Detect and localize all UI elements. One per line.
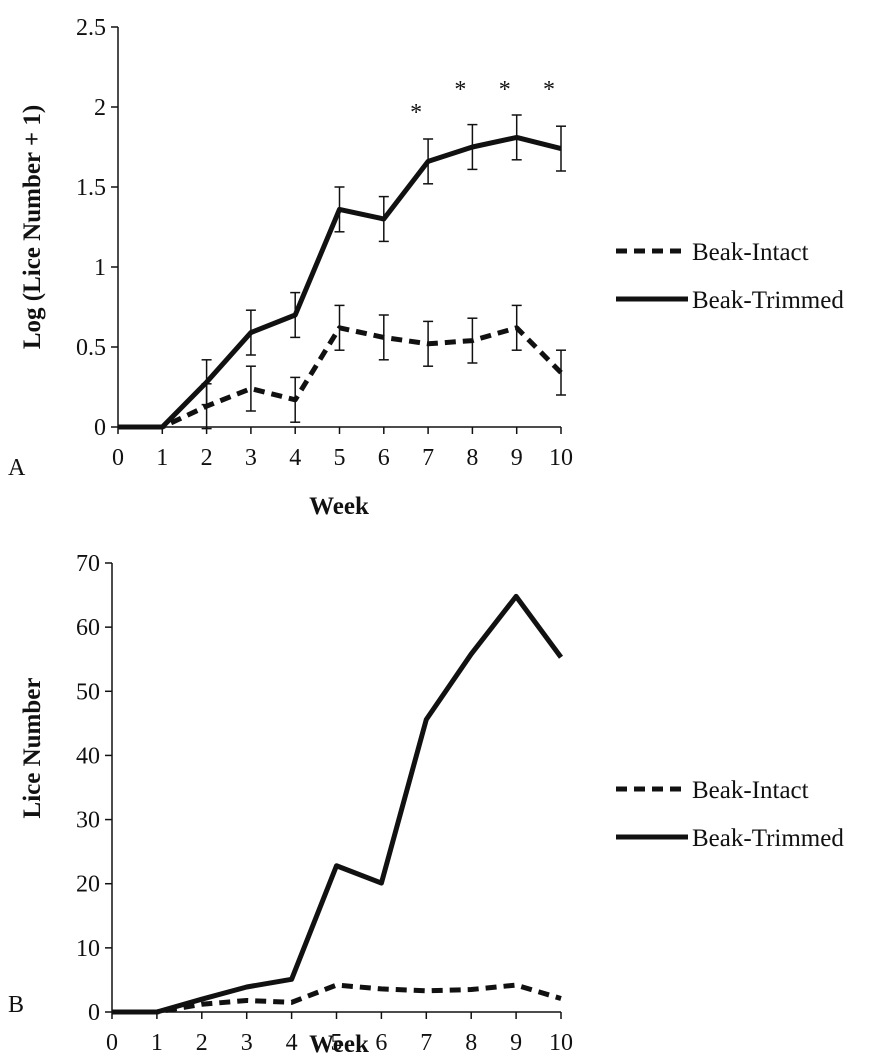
panel-a-x-tick-label: 9 <box>511 445 523 471</box>
panel-b-legend-label: Beak-Intact <box>692 777 809 804</box>
panel-b-series-beak-trimmed-line <box>112 593 564 1015</box>
panel-b-x-tick-label: 6 <box>375 1030 387 1056</box>
panel-a-x-tick-label: 7 <box>422 445 434 471</box>
panel-b-chart: Lice Number Week B 0 10 20 30 40 50 60 70 0 1 2 3 4 5… <box>8 551 844 1057</box>
panel-a-legend-label: Beak-Trimmed <box>692 287 844 314</box>
panel-b-x-tick-label: 5 <box>331 1030 343 1056</box>
panel-a-y-tick-label: 0 <box>94 415 106 441</box>
panel-a-significance-mark: * <box>410 100 422 126</box>
panel-a-x-tick-label: 2 <box>201 445 213 471</box>
panel-b-series-beak-intact-line <box>112 982 562 1015</box>
panel-b-y-axis-title: Lice Number <box>19 678 46 819</box>
panel-b-y-tick-label: 20 <box>76 872 100 898</box>
panel-a-significance-mark: * <box>454 77 466 103</box>
panel-b-x-tick-label: 0 <box>106 1030 118 1056</box>
panel-a-x-tick-label: 4 <box>289 445 301 471</box>
panel-a-significance-mark: * <box>543 77 555 103</box>
panel-b-legend-label: Beak-Trimmed <box>692 825 844 852</box>
panel-b-y-tick-label: 70 <box>76 551 100 577</box>
panel-a-x-tick-label: 0 <box>112 445 124 471</box>
panel-b-label: B <box>8 992 24 1018</box>
panel-b-y-tick-label: 50 <box>76 679 100 705</box>
panel-a-y-tick-label: 1.5 <box>76 175 106 201</box>
panel-b-y-tick-label: 40 <box>76 743 100 769</box>
panel-b-x-tick-label: 2 <box>196 1030 208 1056</box>
panel-a-legend-label: Beak-Intact <box>692 239 809 266</box>
panel-a-x-tick-label: 3 <box>245 445 257 471</box>
panel-a-x-tick-label: 1 <box>156 445 168 471</box>
panel-b-x-tick-label: 7 <box>420 1030 432 1056</box>
panel-b-y-tick-label: 10 <box>76 936 100 962</box>
panel-b-x-tick-label: 4 <box>286 1030 298 1056</box>
panel-b-x-tick-label: 1 <box>151 1030 163 1056</box>
panel-a-y-tick-label: 2.5 <box>76 15 106 41</box>
panel-a-x-tick-label: 6 <box>378 445 390 471</box>
panel-a-y-axis-title: Log (Lice Number + 1) <box>19 105 46 349</box>
panel-b-y-tick-label: 0 <box>88 1000 100 1026</box>
panel-b-x-axis-title: Week <box>309 1031 369 1057</box>
panel-a-x-tick-label: 8 <box>466 445 478 471</box>
panel-a-y-tick-label: 0.5 <box>76 335 106 361</box>
panel-a-y-tick-label: 1 <box>94 255 106 281</box>
panel-a-series-beak-trimmed-line <box>118 134 562 430</box>
panel-a-significance-mark: * <box>499 77 511 103</box>
panel-b-x-tick-label: 9 <box>510 1030 522 1056</box>
panel-b-y-tick-label: 30 <box>76 808 100 834</box>
panel-b-x-tick-label: 3 <box>241 1030 253 1056</box>
panel-a-label: A <box>8 455 26 481</box>
panel-b-x-tick-label: 10 <box>549 1030 573 1056</box>
panel-a-y-tick-label: 2 <box>94 95 106 121</box>
panel-b-y-tick-label: 60 <box>76 615 100 641</box>
panel-a-x-tick-label: 5 <box>334 445 346 471</box>
panel-a-chart: Log (Lice Number + 1) Week A 0 0.5 1 1.5 2 2.… <box>8 15 844 520</box>
panel-b-x-tick-label: 8 <box>465 1030 477 1056</box>
panel-a-x-axis-title: Week <box>309 493 369 520</box>
panel-a-x-tick-label: 10 <box>549 445 573 471</box>
